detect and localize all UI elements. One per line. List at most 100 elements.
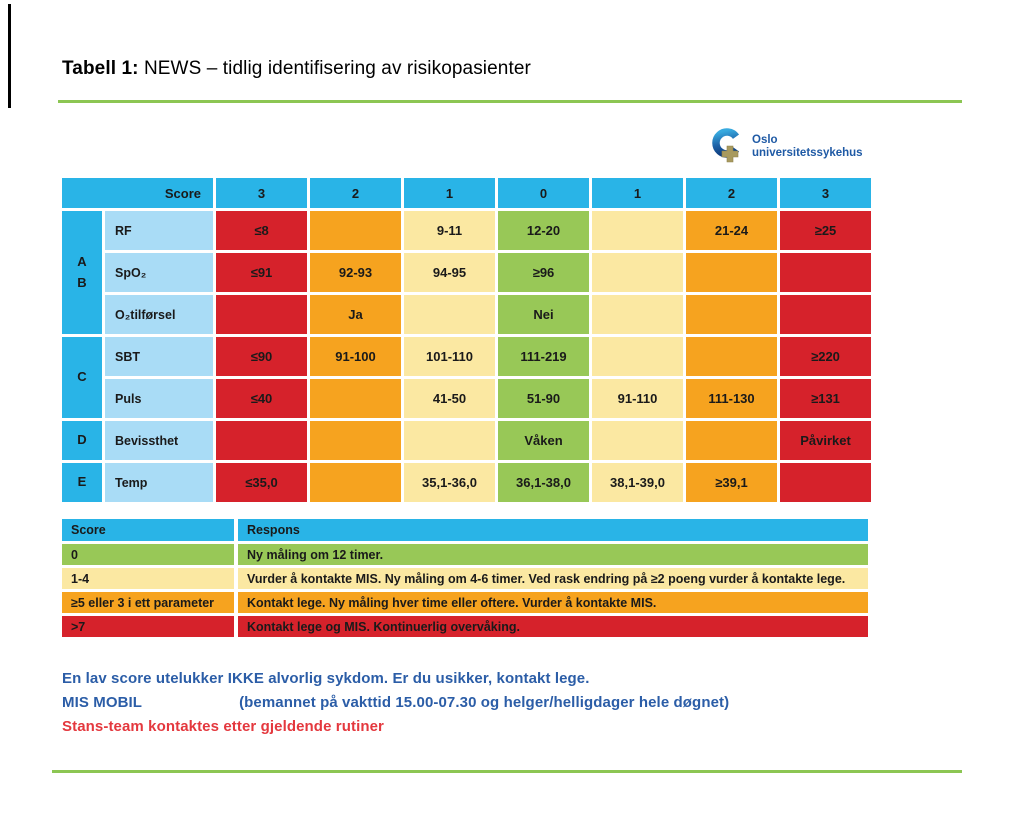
response-table-row: 0 Ny måling om 12 timer.	[62, 544, 868, 565]
score-cell: 91-110	[592, 379, 683, 418]
score-cell	[686, 295, 777, 334]
score-cell: 9-11	[404, 211, 495, 250]
news-table-row: E Temp ≤35,0 35,1-36,0 36,1-38,0 38,1-39,0 ≥39…	[62, 463, 871, 502]
score-cell: ≥25	[780, 211, 871, 250]
score-cell	[404, 295, 495, 334]
note-stans-team: Stans-team kontaktes etter gjeldende rut…	[62, 718, 384, 735]
score-cell	[310, 421, 401, 460]
score-cell: ≥220	[780, 337, 871, 376]
parameter-label: O₂tilførsel	[105, 295, 213, 334]
response-table-row: >7 Kontakt lege og MIS. Kontinuerlig over…	[62, 616, 868, 637]
score-cell: 21-24	[686, 211, 777, 250]
score-cell: 41-50	[404, 379, 495, 418]
score-cell: ≤35,0	[216, 463, 307, 502]
score-cell	[686, 337, 777, 376]
response-score: >7	[62, 616, 234, 637]
score-cell: Ja	[310, 295, 401, 334]
score-cell	[780, 463, 871, 502]
score-cell: 38,1-39,0	[592, 463, 683, 502]
score-cell	[592, 295, 683, 334]
parameter-label: SBT	[105, 337, 213, 376]
score-cell: Påvirket	[780, 421, 871, 460]
news-table-row: D Bevissthet Våken Påvirket	[62, 421, 871, 460]
score-column-header: 3	[780, 178, 871, 208]
score-column-header: 0	[498, 178, 589, 208]
hospital-logo: Oslo universitetssykehus	[712, 128, 863, 166]
score-cell: 36,1-38,0	[498, 463, 589, 502]
score-header-label: Score	[62, 178, 213, 208]
score-cell: 101-110	[404, 337, 495, 376]
hospital-logo-line1: Oslo	[752, 133, 778, 146]
note-low-score: En lav score utelukker IKKE alvorlig syk…	[62, 670, 590, 687]
note-mis-mobil: MIS MOBIL (bemannet på vakttid 15.00-07.…	[62, 694, 729, 711]
score-cell: Nei	[498, 295, 589, 334]
score-cell: ≤8	[216, 211, 307, 250]
score-cell: Våken	[498, 421, 589, 460]
response-text: Kontakt lege og MIS. Kontinuerlig overvå…	[238, 616, 868, 637]
score-column-header: 1	[592, 178, 683, 208]
score-cell: ≥96	[498, 253, 589, 292]
score-cell: 111-130	[686, 379, 777, 418]
news-table-row: C SBT ≤90 91-100 101-110 111-219 ≥220	[62, 337, 871, 418]
score-cell: ≤91	[216, 253, 307, 292]
score-cell	[592, 421, 683, 460]
redacted-phone-space	[142, 694, 239, 711]
response-table: Score Respons 0 Ny måling om 12 timer. 1-4…	[58, 516, 872, 640]
score-cell: 51-90	[498, 379, 589, 418]
score-cell	[310, 379, 401, 418]
score-column-header: 3	[216, 178, 307, 208]
response-table-row: ≥5 eller 3 i ett parameter Kontakt lege. …	[62, 592, 868, 613]
score-cell	[780, 295, 871, 334]
response-text: Ny måling om 12 timer.	[238, 544, 868, 565]
group-letter: A B	[62, 211, 102, 334]
group-letter: E	[62, 463, 102, 502]
score-cell	[216, 295, 307, 334]
page-title: Tabell 1: NEWS – tidlig identifisering a…	[62, 58, 531, 80]
score-cell	[592, 253, 683, 292]
parameter-label: Bevissthet	[105, 421, 213, 460]
score-cell: ≥131	[780, 379, 871, 418]
score-column-header: 1	[404, 178, 495, 208]
news-table-row: O₂tilførsel Ja Nei	[62, 295, 871, 334]
score-cell: ≤40	[216, 379, 307, 418]
score-cell	[216, 421, 307, 460]
score-column-header: 2	[686, 178, 777, 208]
response-score: 0	[62, 544, 234, 565]
score-cell: 94-95	[404, 253, 495, 292]
group-letter: D	[62, 421, 102, 460]
page-title-prefix: Tabell 1:	[62, 58, 139, 79]
logo-plus-icon	[721, 145, 739, 163]
response-text: Kontakt lege. Ny måling hver time eller …	[238, 592, 868, 613]
divider-bottom	[52, 770, 962, 773]
note-mis-mobil-suffix: (bemannet på vakttid 15.00-07.30 og helg…	[239, 694, 730, 711]
score-cell	[592, 337, 683, 376]
response-table-row: 1-4 Vurder å kontakte MIS. Ny måling om 4…	[62, 568, 868, 589]
page-title-text: NEWS – tidlig identifisering av risikopa…	[138, 58, 531, 79]
response-table-header-row: Score Respons	[62, 519, 868, 541]
hospital-logo-line2: universitetssykehus	[752, 147, 863, 159]
score-cell: ≥39,1	[686, 463, 777, 502]
response-text: Vurder å kontakte MIS. Ny måling om 4-6 …	[238, 568, 868, 589]
news-table-row: A B RF ≤8 9-11 12-20 21-24 ≥25	[62, 211, 871, 334]
score-cell	[686, 253, 777, 292]
score-cell	[310, 211, 401, 250]
parameter-label: Temp	[105, 463, 213, 502]
response-header-score: Score	[62, 519, 234, 541]
group-letter: C	[62, 337, 102, 418]
score-cell: 91-100	[310, 337, 401, 376]
parameter-label: RF	[105, 211, 213, 250]
hospital-logo-text: Oslo universitetssykehus	[752, 134, 863, 160]
response-table-body: 0 Ny måling om 12 timer. 1-4 Vurder å konta…	[62, 544, 868, 637]
response-score: ≥5 eller 3 i ett parameter	[62, 592, 234, 613]
score-column-header: 2	[310, 178, 401, 208]
score-cell	[780, 253, 871, 292]
score-cell: 111-219	[498, 337, 589, 376]
news-table-body: A B RF ≤8 9-11 12-20 21-24 ≥25 SpO₂ ≤91 92-93 94-9…	[62, 211, 871, 502]
score-cell: 12-20	[498, 211, 589, 250]
page-edge-mark	[8, 4, 11, 108]
score-cell	[686, 421, 777, 460]
parameter-label: Puls	[105, 379, 213, 418]
score-cell	[592, 211, 683, 250]
